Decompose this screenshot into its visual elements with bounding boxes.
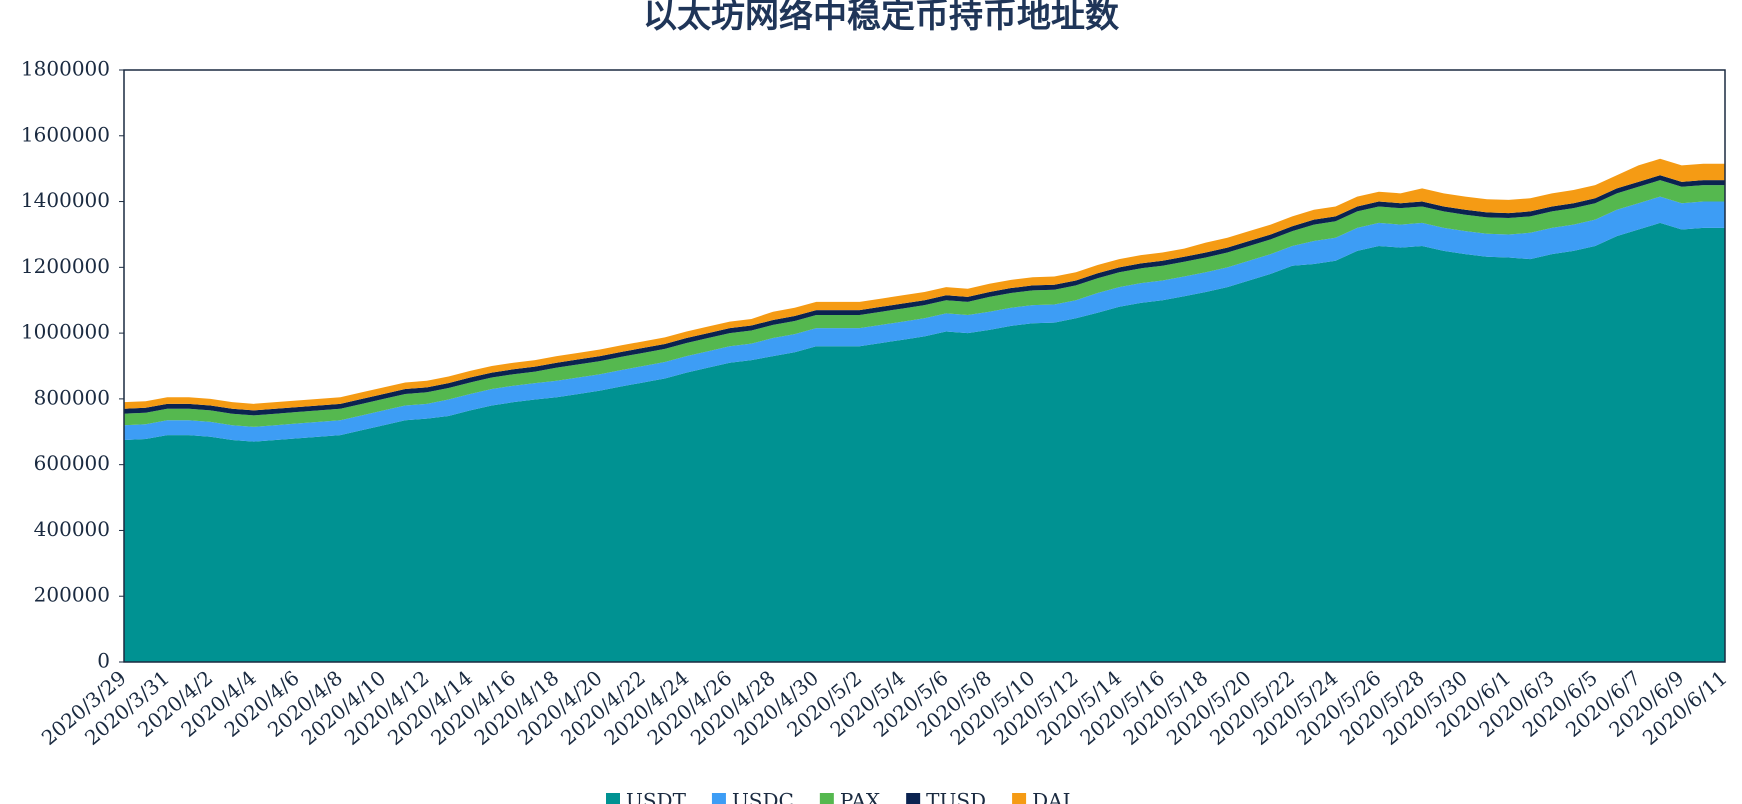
chart-title: 以太坊网络中稳定币持币地址数 [643, 0, 1119, 36]
y-tick-label: 1800000 [21, 57, 110, 81]
y-tick-label: 1400000 [21, 188, 110, 212]
y-tick-label: 1000000 [21, 320, 110, 344]
area [124, 196, 1725, 442]
area [124, 222, 1725, 662]
y-tick-label: 1600000 [21, 122, 110, 146]
y-tick-label: 200000 [34, 583, 110, 607]
y-tick-label: 800000 [34, 385, 110, 409]
legend-swatch [906, 793, 921, 804]
legend-swatch [711, 793, 726, 804]
legend-label: DAI [1032, 789, 1070, 804]
y-tick-label: 1200000 [21, 254, 110, 278]
legend-label: TUSD [926, 789, 986, 804]
y-tick-label: 400000 [34, 517, 110, 541]
legend-label: PAX [840, 789, 881, 804]
legend-swatch [819, 793, 834, 804]
plot-frame [123, 69, 1726, 663]
legend-swatch [606, 793, 620, 804]
y-tick-label: 600000 [34, 451, 110, 475]
legend-label: USDT [626, 789, 687, 804]
legend-label: USDC [732, 789, 794, 804]
y-tick-label: 0 [97, 649, 110, 673]
legend-swatch [1012, 793, 1027, 804]
